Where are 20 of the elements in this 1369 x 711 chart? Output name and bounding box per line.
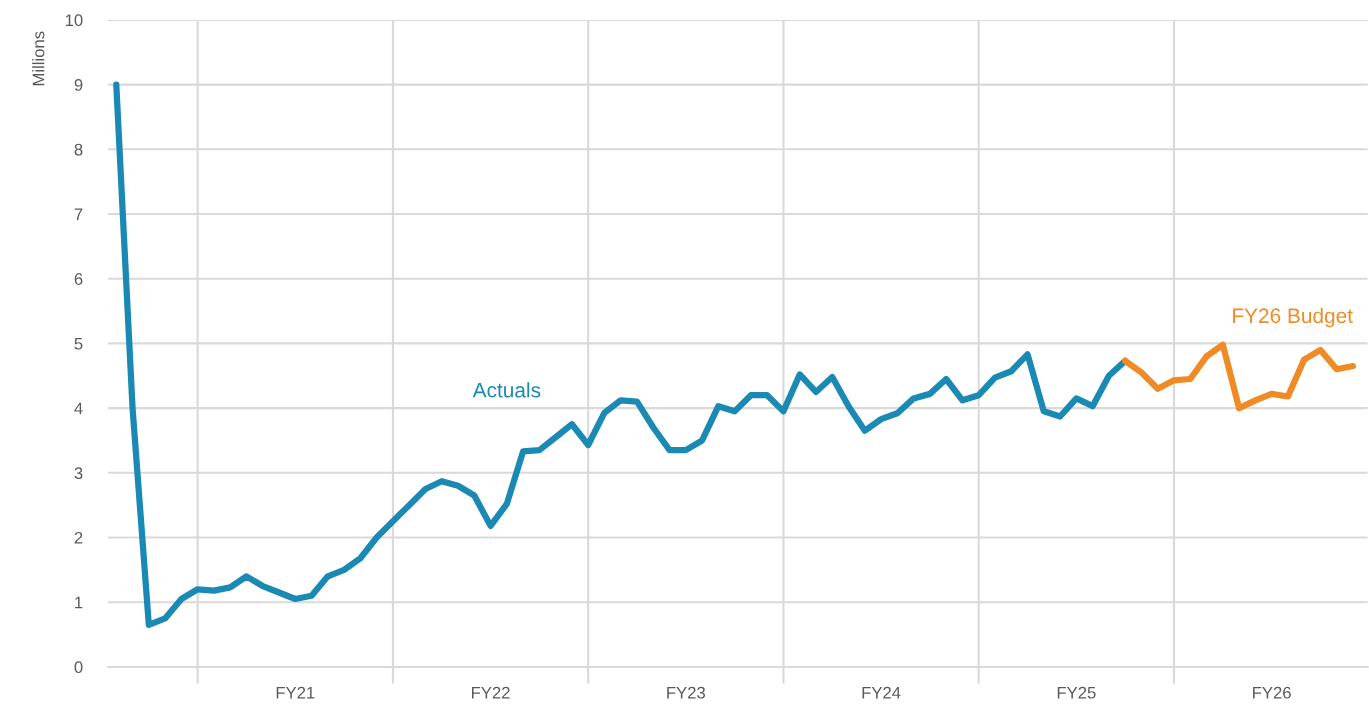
x-tick-label: FY24 (862, 686, 901, 699)
y-tick-label: 4 (74, 402, 83, 415)
y-tick-label: 8 (74, 143, 83, 156)
x-tick-label: FY22 (472, 686, 510, 699)
y-tick-label: 5 (74, 337, 83, 350)
y-tick-label: 7 (74, 208, 83, 221)
y-tick-label: 1 (75, 596, 83, 609)
x-tick-label: FY26 (1253, 686, 1291, 699)
series-label: FY26 Budget (1233, 307, 1353, 328)
x-tick-label: FY23 (667, 686, 706, 699)
y-tick-label: 10 (65, 14, 83, 27)
y-tick-label: 3 (74, 467, 83, 480)
y-axis-title: Millions (32, 31, 45, 86)
x-tick-label: FY25 (1057, 686, 1096, 699)
series-label: Actuals (472, 382, 541, 398)
y-tick-label: 6 (74, 273, 83, 285)
y-tick-label: 9 (74, 79, 83, 91)
x-tick-label: FY21 (276, 686, 315, 699)
y-tick-label: 2 (74, 531, 83, 544)
y-tick-label: 0 (74, 661, 83, 674)
